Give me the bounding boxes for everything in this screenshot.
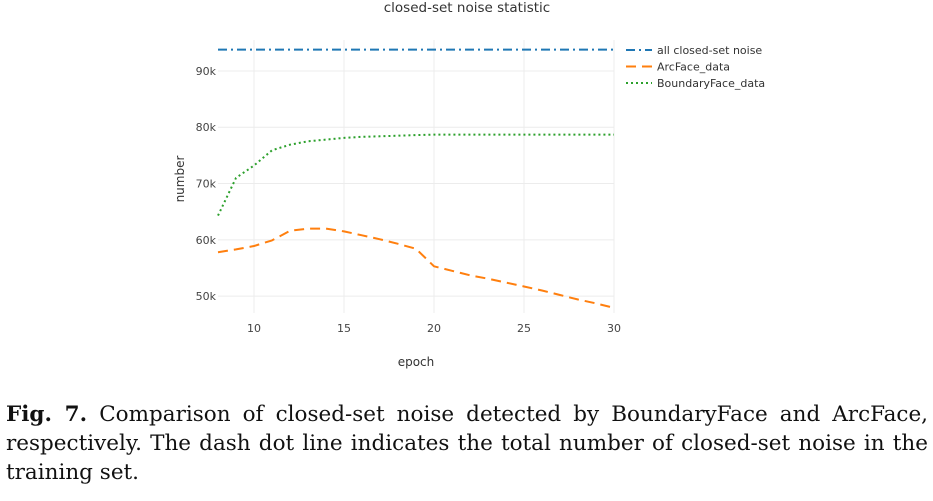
x-axis-label: epoch [398, 355, 435, 369]
x-tick-label: 10 [247, 322, 261, 335]
legend: all closed-set noise ArcFace_data Boundary… [626, 44, 765, 90]
y-axis-label: number [173, 156, 187, 203]
y-tick-label: 50k [196, 290, 217, 303]
series-line-2 [217, 133, 614, 217]
x-tick-label: 20 [427, 322, 441, 335]
x-tick-label: 15 [337, 322, 351, 335]
series-line-1 [217, 227, 615, 309]
chart-title: closed-set noise statistic [384, 0, 550, 16]
x-axis-ticks: 10 15 20 25 30 [247, 322, 621, 335]
y-tick-label: 60k [196, 234, 217, 247]
line-chart: closed-set noise statistic 10 15 20 25 30 50… [173, 0, 765, 369]
series-lines [217, 48, 615, 309]
x-tick-label: 30 [607, 322, 621, 335]
legend-label-1: ArcFace_data [657, 61, 730, 74]
grid-lines [218, 40, 615, 313]
y-axis-ticks: 50k 60k 70k 80k 90k [196, 65, 217, 303]
caption-label: Fig. 7. [6, 402, 88, 427]
x-tick-label: 25 [517, 322, 531, 335]
y-tick-label: 90k [196, 65, 217, 78]
y-tick-label: 80k [196, 121, 217, 134]
caption-text: Comparison of closed-set noise detected … [6, 402, 928, 485]
legend-label-2: BoundaryFace_data [657, 77, 765, 90]
y-tick-label: 70k [196, 178, 217, 191]
legend-label-0: all closed-set noise [657, 44, 762, 57]
figure-caption: Fig. 7. Comparison of closed-set noise d… [6, 400, 928, 487]
